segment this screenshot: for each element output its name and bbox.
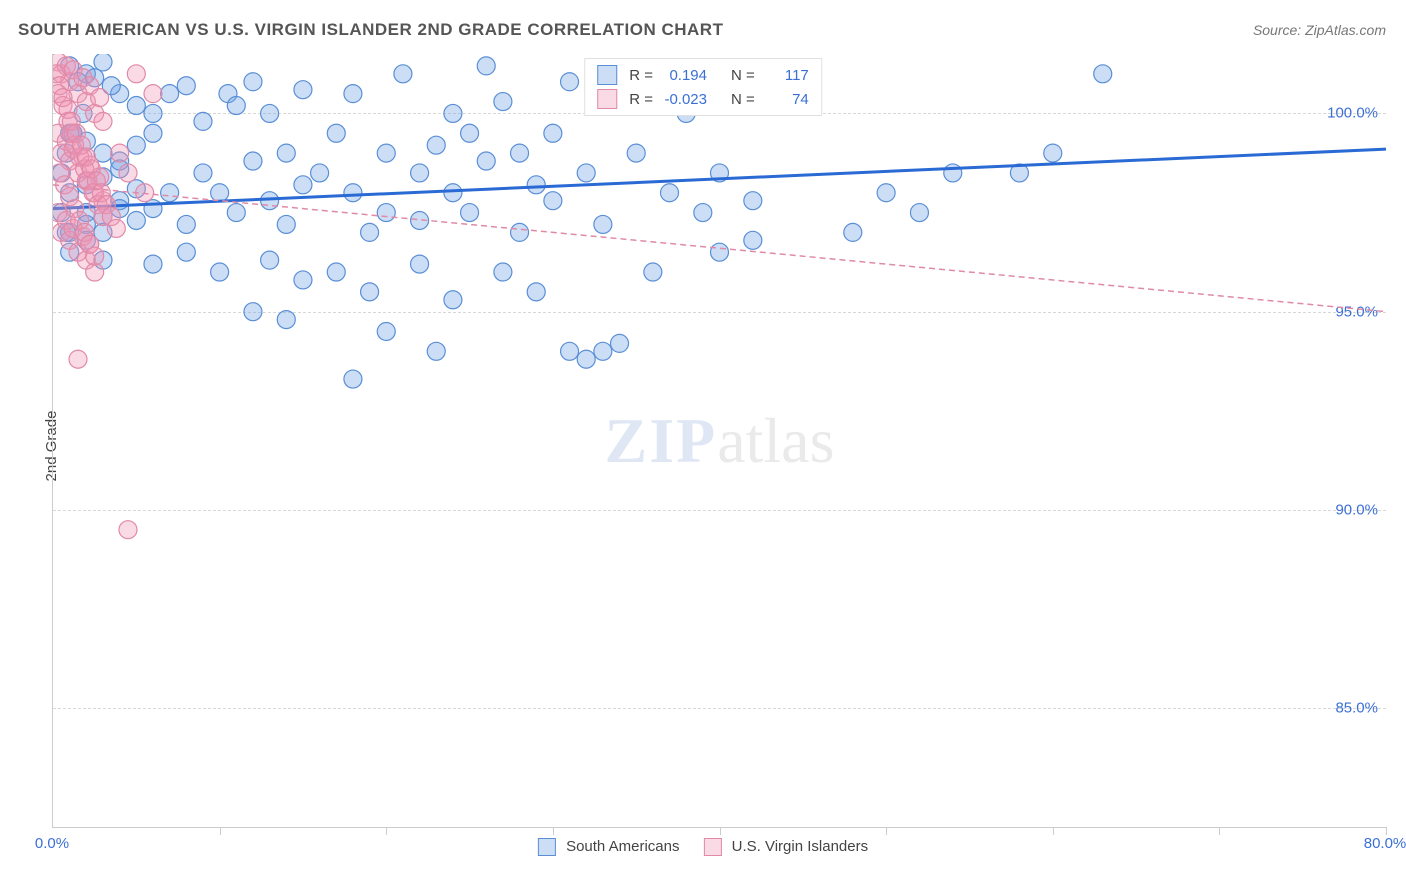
legend-label-2: U.S. Virgin Islanders <box>732 838 868 855</box>
stats-row-2: R = -0.023 N = 74 <box>597 89 809 109</box>
swatch-series-1 <box>597 65 617 85</box>
legend-item-2: U.S. Virgin Islanders <box>703 838 868 856</box>
stats-legend: R = 0.194 N = 117 R = -0.023 N = 74 <box>584 58 822 116</box>
chart-source: Source: ZipAtlas.com <box>1253 22 1386 38</box>
x-tick-label: 80.0% <box>1364 835 1406 852</box>
legend-swatch-2 <box>703 838 721 856</box>
x-tick-label: 0.0% <box>35 835 69 852</box>
legend-item-1: South Americans <box>538 838 680 856</box>
chart-title: SOUTH AMERICAN VS U.S. VIRGIN ISLANDER 2… <box>18 20 723 40</box>
bottom-legend: South Americans U.S. Virgin Islanders <box>538 838 868 856</box>
stats-row-1: R = 0.194 N = 117 <box>597 65 809 85</box>
swatch-series-2 <box>597 89 617 109</box>
r-label-2: R = <box>629 91 653 108</box>
legend-label-1: South Americans <box>566 838 679 855</box>
legend-swatch-1 <box>538 838 556 856</box>
plot-svg <box>53 54 1386 827</box>
plot-area: ZIPatlas <box>52 54 1386 828</box>
r-label-1: R = <box>629 67 653 84</box>
n-label-2: N = <box>731 91 755 108</box>
r-value-1: 0.194 <box>659 67 707 84</box>
n-value-1: 117 <box>761 67 809 84</box>
n-value-2: 74 <box>761 91 809 108</box>
r-value-2: -0.023 <box>659 91 707 108</box>
n-label-1: N = <box>731 67 755 84</box>
